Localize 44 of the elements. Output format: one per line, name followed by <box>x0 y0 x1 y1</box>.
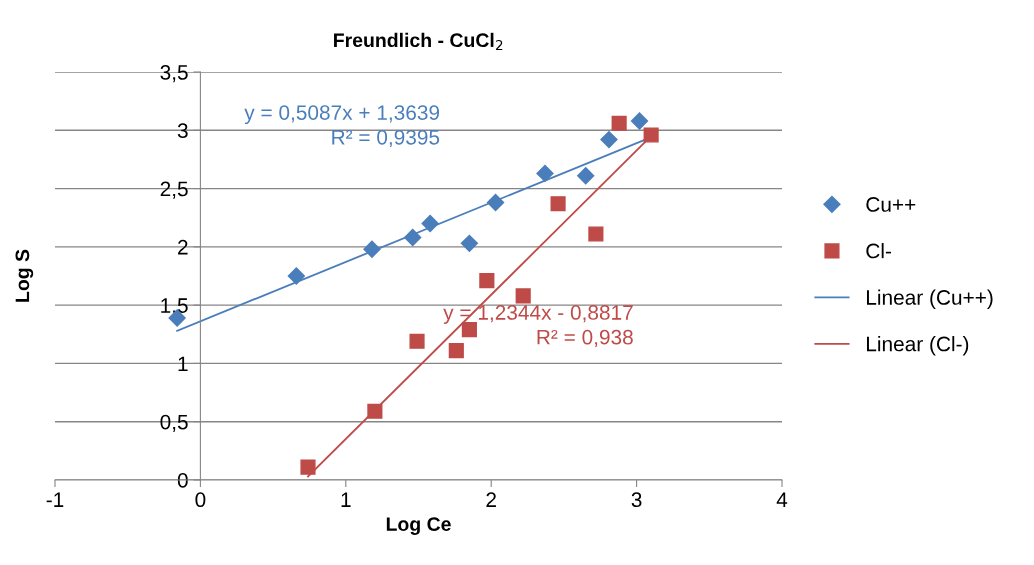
y-tick-label: 3 <box>177 123 188 139</box>
x-tick-label: -1 <box>46 492 64 507</box>
point <box>479 273 495 289</box>
point <box>367 403 383 419</box>
point <box>486 193 505 212</box>
point <box>404 228 422 247</box>
point <box>448 343 464 359</box>
point <box>611 115 627 131</box>
chart-title: Freundlich - CuCl$_{2}$ <box>334 32 503 51</box>
point <box>515 288 531 304</box>
y-tick-label: 1 <box>178 356 188 371</box>
x-tick-label: 1 <box>341 492 351 507</box>
y-tick-label: 2 <box>178 239 188 255</box>
point <box>300 459 316 475</box>
point <box>363 240 381 258</box>
point <box>577 167 595 185</box>
y-tick-label: 1,5 <box>161 298 188 316</box>
point <box>630 112 649 130</box>
y-tick-label: 3,5 <box>160 65 188 83</box>
x-tick-label: 3 <box>631 492 642 508</box>
point <box>421 214 439 233</box>
point <box>287 267 306 285</box>
point <box>536 164 554 183</box>
x-tick-label: 2 <box>486 492 496 507</box>
legend-label: Cu++ <box>866 197 916 212</box>
annotation: y = 0,5087x + 1,3639 R² = 0,9395 <box>244 105 440 148</box>
y-tick-label: 0,5 <box>160 414 188 432</box>
point <box>460 234 479 253</box>
y-tick-label: 0 <box>177 473 188 488</box>
x-tick-label: 4 <box>776 492 788 507</box>
point <box>588 226 604 242</box>
legend-label: Linear (Cl-) <box>867 336 969 356</box>
point <box>600 130 618 149</box>
x-tick-label: 0 <box>195 492 206 508</box>
annotation: y = 1,2344x - 0,8817 R² = 0,938 <box>443 305 633 348</box>
point <box>409 333 425 349</box>
point <box>643 127 659 143</box>
y-tick-label: 2,5 <box>160 181 188 199</box>
x-axis-title: Log Ce <box>386 517 451 535</box>
y-axis-title: Log S <box>15 249 34 302</box>
legend-label: Cl- <box>866 243 891 259</box>
point <box>550 196 566 212</box>
legend-label: Linear (Cu++) <box>867 289 993 309</box>
point <box>461 322 477 338</box>
